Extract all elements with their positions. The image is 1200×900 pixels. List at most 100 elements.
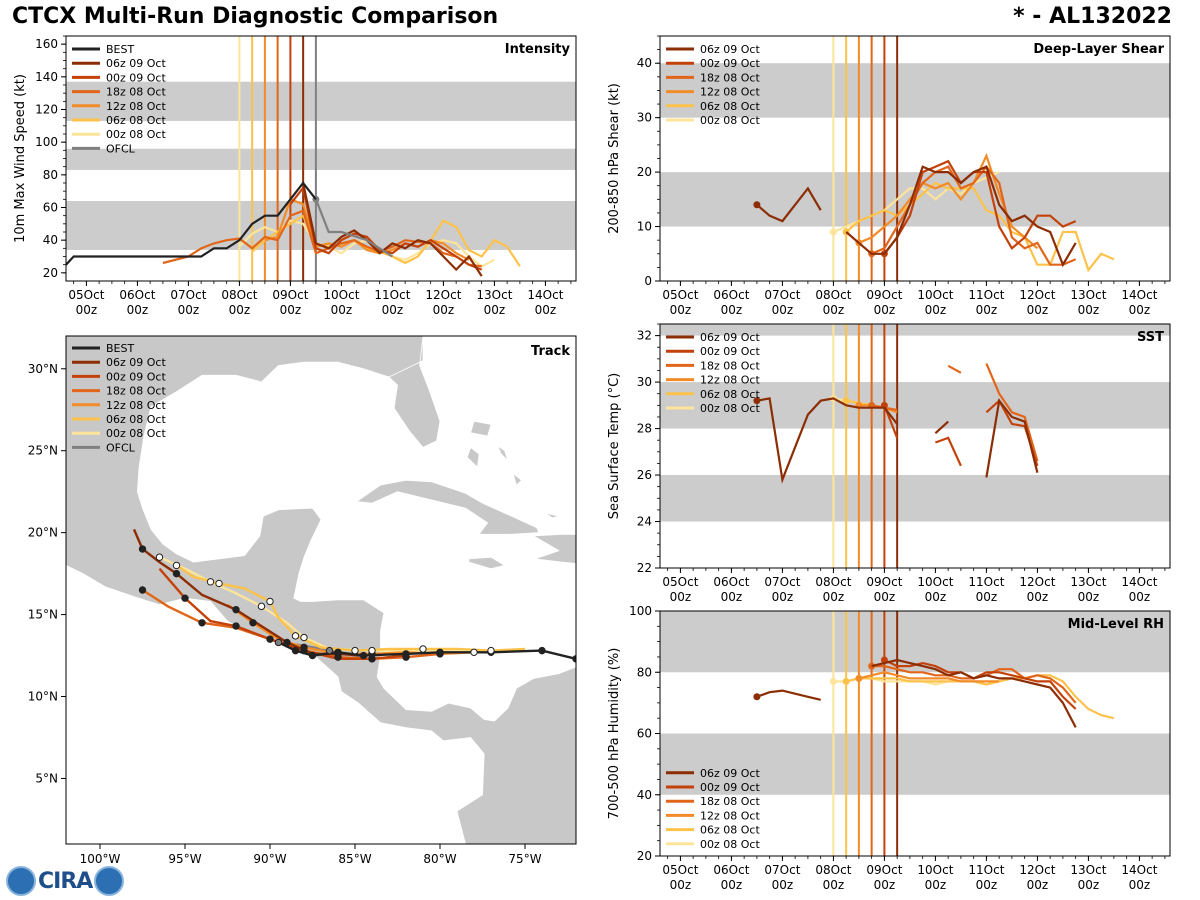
threshold-band [66,81,576,121]
y-axis-label: Sea Surface Temp (°C) [607,373,622,520]
track-point [138,545,147,553]
y-axis-label: 200-850 hPa Shear (kt) [607,83,622,234]
page-title: CTCX Multi-Run Diagnostic Comparison [12,4,499,29]
x-tick-sublabel: 00z [1129,878,1151,892]
x-tick-label: 13Oct [476,288,512,302]
legend-label: 06z 09 Oct [106,57,166,70]
legend-label: 06z 08 Oct [106,413,166,426]
x-tick-sublabel: 00z [178,303,200,317]
x-tick-sublabel: 00z [331,303,353,317]
series-line [756,689,821,701]
x-tick-label: 09Oct [866,288,902,302]
track-point [232,605,240,614]
track-point [334,653,342,661]
x-tick-sublabel: 00z [925,878,947,892]
legend-label: 12z 08 Oct [106,399,166,412]
y-tick-label: 60 [43,201,58,215]
legend-label: 00z 08 Oct [700,838,760,851]
x-tick-label: 08Oct [815,575,851,589]
x-tick-sublabel: 00z [382,303,404,317]
track-point [274,638,283,647]
init-marker [753,201,761,209]
x-tick-label: 09Oct [866,575,902,589]
panel-title: Mid-Level RH [1068,617,1164,632]
track-point [257,602,266,611]
x-tick-label: 12Oct [1019,863,1055,877]
legend-label: 12z 08 Oct [106,100,166,113]
x-tick-label: 05Oct [662,575,698,589]
legend-label: 06z 08 Oct [700,388,760,401]
map-frame [65,335,577,845]
track-point [436,650,444,658]
cira-logo: CIRA [6,866,125,896]
track-point [325,646,334,655]
x-tick-sublabel: 00z [127,303,149,317]
y-tick-label: 20 [637,165,652,179]
y-tick-label: 40 [637,56,652,70]
x-tick-sublabel: 00z [535,303,557,317]
legend-label: 06z 09 Oct [700,331,760,344]
y-tick-label: 120 [35,103,58,117]
y-tick-label: 60 [637,727,652,741]
track-point [138,586,147,594]
legend-label: 00z 09 Oct [106,71,166,84]
lon-tick-label: 100°W [80,852,121,866]
x-tick-sublabel: 00z [433,303,455,317]
series-line [845,674,1115,720]
legend-label: 12z 08 Oct [700,86,760,99]
x-tick-label: 08Oct [815,288,851,302]
init-marker [842,677,850,685]
x-tick-label: 06Oct [713,288,749,302]
y-tick-label: 80 [43,168,58,182]
x-tick-sublabel: 00z [280,303,302,317]
series-line [314,198,393,258]
y-tick-label: 40 [637,788,652,802]
x-tick-sublabel: 00z [76,303,98,317]
lat-tick-label: 10°N [28,690,58,704]
x-tick-sublabel: 00z [874,878,896,892]
track-point [155,553,164,561]
series-line [883,159,1077,255]
track-point [419,645,427,653]
legend-label: 00z 08 Oct [700,402,760,415]
x-tick-sublabel: 00z [670,303,692,317]
y-tick-label: 100 [35,135,58,149]
x-tick-label: 13Oct [1070,575,1106,589]
threshold-band [660,475,1170,522]
legend-label: 18z 08 Oct [106,385,166,398]
series-line [858,671,1000,683]
x-tick-sublabel: 00z [670,590,692,604]
track-point [283,638,291,647]
lat-tick-label: 25°N [28,444,58,458]
legend-label: 18z 08 Oct [700,359,760,372]
panel-title: Deep-Layer Shear [1033,42,1164,57]
track-point [538,646,546,655]
series-line [845,181,1115,273]
legend-label: 12z 08 Oct [700,809,760,822]
legend-label: 00z 08 Oct [106,427,166,440]
threshold-band [66,200,576,250]
legend-label: OFCL [106,142,136,155]
y-tick-label: 0 [644,274,652,288]
x-tick-label: 09Oct [866,863,902,877]
legend-label: 06z 08 Oct [700,100,760,113]
legend-label: 00z 09 Oct [106,370,166,383]
x-tick-label: 08Oct [815,863,851,877]
x-tick-sublabel: 00z [1078,303,1100,317]
track-point [266,597,274,606]
init-marker [753,397,761,405]
land-bahamas [512,472,523,486]
legend-label: 06z 09 Oct [700,43,760,56]
x-tick-label: 12Oct [1019,575,1055,589]
series-line [935,436,962,467]
legend-label: 00z 08 Oct [106,128,166,141]
land-cuba [355,479,540,535]
x-tick-sublabel: 00z [772,303,794,317]
legend-label: 18z 08 Oct [700,795,760,808]
y-tick-label: 20 [637,849,652,863]
y-axis-label: 700-500 hPa Humidity (%) [607,648,622,820]
x-tick-sublabel: 00z [925,303,947,317]
x-tick-sublabel: 00z [976,303,998,317]
x-tick-label: 11Oct [968,575,1004,589]
